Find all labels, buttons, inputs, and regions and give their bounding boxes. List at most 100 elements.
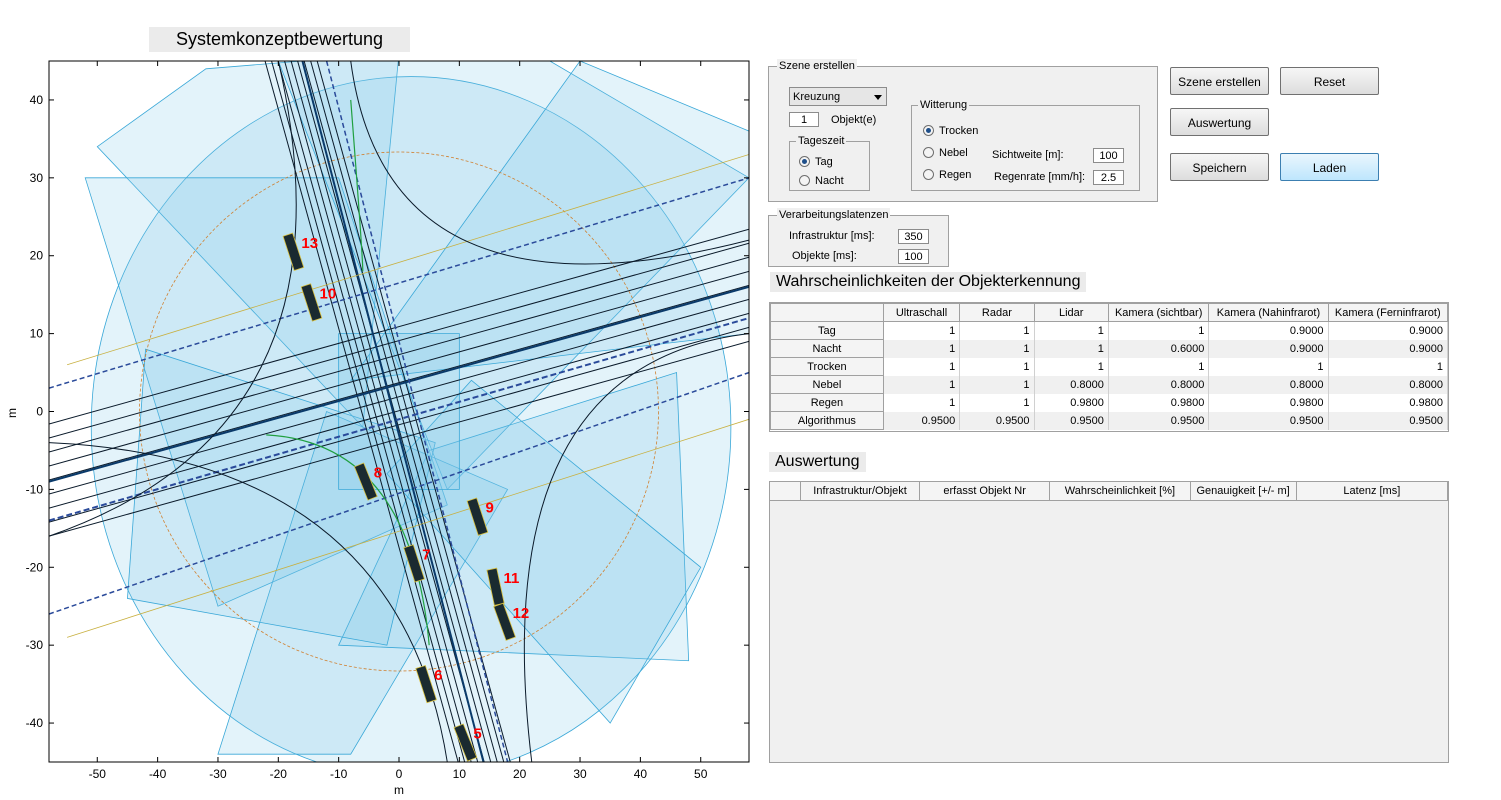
probability-table[interactable]: Ultraschall Radar Lidar Kamera (sichtbar) Ka… [769,302,1449,432]
table-cell[interactable]: 0.9500 [1034,411,1109,430]
x-tick-label: 0 [396,767,403,781]
evaluation-table[interactable]: Infrastruktur/Objekt erfasst Objekt Nr Wah… [769,481,1449,763]
table-cell[interactable]: 0.8000 [1328,375,1448,394]
table-cell[interactable]: 0.9800 [1208,393,1329,412]
vehicle-10[interactable] [300,283,323,322]
vehicle-8[interactable] [353,462,378,501]
vehicle-7[interactable] [403,544,425,583]
figure-title: Systemkonzeptbewertung [149,27,410,52]
radio-regen[interactable] [923,169,934,180]
vehicle-6[interactable] [415,664,437,704]
table-cell[interactable]: 1 [1034,339,1109,358]
table-cell[interactable]: 1 [883,321,961,340]
szene-erstellen-button[interactable]: Szene erstellen [1170,67,1269,95]
table-cell[interactable]: 1 [959,357,1035,376]
table-cell[interactable]: 1 [883,357,961,376]
vehicle-label: 6 [434,667,442,684]
radio-trocken[interactable] [923,125,934,136]
table-cell[interactable]: 0.9500 [959,411,1035,430]
regenrate-field[interactable]: 2.5 [1093,170,1124,185]
prob-col-header: Radar [959,303,1035,322]
table-cell[interactable]: 1 [1108,321,1210,340]
table-cell[interactable]: 0.8000 [1208,375,1329,394]
object-latency-field[interactable]: 100 [898,249,929,264]
table-cell[interactable]: 0.8000 [1108,375,1210,394]
table-cell[interactable]: 0.9500 [1108,411,1210,430]
table-cell[interactable]: 1 [883,375,961,394]
x-tick-label: 30 [573,767,587,781]
road-lane-ew [49,270,749,467]
table-cell[interactable]: 0.9000 [1328,321,1448,340]
table-cell[interactable]: 1 [883,393,961,412]
table-cell[interactable]: 0.9000 [1208,321,1329,340]
tageszeit-legend: Tageszeit [796,134,847,148]
table-cell[interactable]: 1 [959,321,1035,340]
vehicle-9[interactable] [466,497,489,536]
road-edge-ew [49,285,749,483]
radio-nacht[interactable] [799,175,810,186]
scene-panel: Szene erstellen Kreuzung 1 Objekt(e) Tag… [768,59,1158,202]
tageszeit-group: Tageszeit Tag Nacht [789,134,870,191]
coverage-sector-ne [277,61,749,491]
table-cell[interactable]: 0.9800 [1328,393,1448,412]
road-lane-ns [310,61,505,762]
table-cell[interactable]: 0.9500 [1328,411,1448,430]
table-cell[interactable]: 1 [1034,357,1109,376]
table-cell[interactable]: 1 [1034,321,1109,340]
road-lane-ns [290,61,485,762]
radio-nebel[interactable] [923,147,934,158]
x-tick-label: 10 [453,767,467,781]
table-row: Trocken 1 1 1 1 1 1 [770,357,1448,376]
radio-trocken-label: Trocken [939,125,979,137]
intersection-plot[interactable]: 13 10 8 9 7 11 12 6 5 -50 -40 -30 -20 -10 0 10 20 30 40 50… [0,55,760,800]
table-cell[interactable]: 1 [959,339,1035,358]
sichtweite-label: Sichtweite [m]: [992,149,1064,161]
table-row: Tag 1 1 1 1 0.9000 0.9000 [770,321,1448,340]
vehicle-label: 12 [513,605,530,622]
table-cell[interactable]: 0.9500 [883,411,961,430]
sichtweite-field[interactable]: 100 [1093,148,1124,163]
vehicle-12[interactable] [493,602,516,641]
x-tick-label: -30 [209,767,227,781]
radio-tag[interactable] [799,156,810,167]
coverage-sector-sw [217,410,509,755]
range-circle [139,151,659,672]
laden-button[interactable]: Laden [1280,153,1379,181]
table-cell[interactable]: 0.9000 [1208,339,1329,358]
table-cell[interactable]: 1 [1208,357,1329,376]
infra-latency-label: Infrastruktur [ms]: [789,230,875,242]
turn-path-se [523,333,749,762]
auswertung-button[interactable]: Auswertung [1170,108,1269,136]
latency-legend: Verarbeitungslatenzen [777,208,891,222]
vehicle-13[interactable] [282,232,305,271]
scene-type-select[interactable]: Kreuzung [789,87,887,106]
turn-path-nw [49,61,297,537]
table-cell[interactable]: 1 [883,339,961,358]
eval-col-header: Infrastruktur/Objekt [800,482,920,501]
speichern-button[interactable]: Speichern [1170,153,1269,181]
vehicle-label: 13 [301,235,318,252]
table-cell[interactable]: 1 [1328,357,1448,376]
vehicle-5[interactable] [453,723,478,762]
table-row: Algorithmus 0.9500 0.9500 0.9500 0.9500 0.950… [770,411,1448,430]
eval-col-header: Genauigkeit [+/- m] [1190,482,1297,501]
table-cell[interactable]: 0.6000 [1108,339,1210,358]
table-cell[interactable]: 0.9500 [1208,411,1329,430]
table-cell[interactable]: 0.9000 [1328,339,1448,358]
object-count-field[interactable]: 1 [789,112,819,127]
table-cell[interactable]: 1 [959,393,1035,412]
road-edge-yellow [66,154,749,366]
table-cell[interactable]: 1 [1108,357,1210,376]
x-tick-label: -50 [89,767,107,781]
x-tick-label: 40 [634,767,648,781]
table-cell[interactable]: 0.9800 [1108,393,1210,412]
road-lane-ew [49,312,749,509]
regenrate-label: Regenrate [mm/h]: [994,171,1086,183]
table-cell[interactable]: 0.9800 [1034,393,1109,412]
infra-latency-field[interactable]: 350 [898,229,929,244]
table-cell[interactable]: 1 [959,375,1035,394]
reset-button[interactable]: Reset [1280,67,1379,95]
table-cell[interactable]: 0.8000 [1034,375,1109,394]
plot-area: 13 10 8 9 7 11 12 6 5 [49,61,749,762]
scene-type-value: Kreuzung [793,91,841,103]
